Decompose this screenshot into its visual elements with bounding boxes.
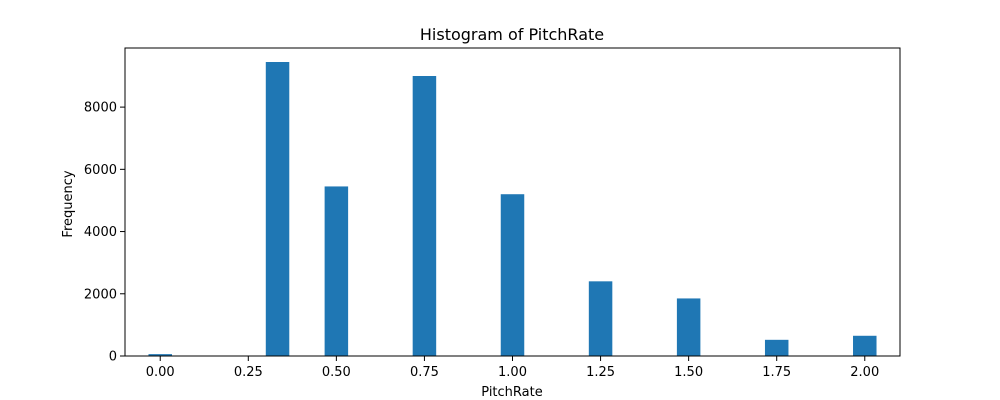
y-tick-label: 4000 (84, 225, 117, 240)
histogram-bar (588, 281, 613, 356)
histogram-bar (853, 335, 877, 356)
x-tick-label: 1.50 (674, 365, 703, 380)
histogram-bar (324, 186, 349, 356)
x-tick-label: 0.50 (322, 365, 351, 380)
x-tick-label: 2.00 (850, 365, 879, 380)
x-tick-label: 1.00 (498, 365, 527, 380)
histogram-bar (764, 339, 789, 356)
y-axis-label: Frequency (61, 170, 76, 237)
y-tick-label: 0 (109, 350, 117, 365)
histogram-bar (500, 194, 525, 356)
y-tick-label: 8000 (84, 101, 117, 116)
histogram-bar (148, 354, 172, 356)
histogram-bar (265, 62, 290, 356)
x-axis-label: PitchRate (481, 385, 542, 400)
histogram-bar (676, 298, 701, 356)
x-tick-label: 0.75 (410, 365, 439, 380)
x-tick-label: 1.25 (586, 365, 615, 380)
x-tick-label: 1.75 (762, 365, 791, 380)
chart-title: Histogram of PitchRate (420, 25, 604, 44)
histogram-bar (412, 76, 437, 356)
plot-area: 0.00 0.25 0.50 0.75 1.00 1.25 1.50 1.75 2.00 0 200… (84, 47, 901, 380)
y-tick-label: 2000 (84, 287, 117, 302)
x-tick-label: 0.25 (234, 365, 263, 380)
y-tick-label: 6000 (84, 163, 117, 178)
x-tick-label: 0.00 (146, 365, 175, 380)
